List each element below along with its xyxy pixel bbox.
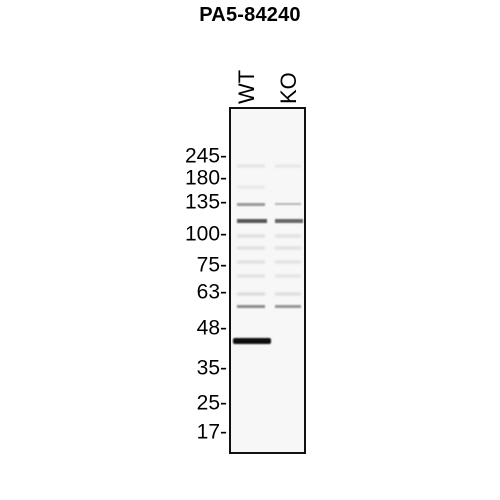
band-ko-faint-3 bbox=[275, 235, 301, 237]
marker-63: 63- bbox=[196, 280, 227, 304]
marker-25: 25- bbox=[196, 391, 227, 415]
band-ko-56 bbox=[275, 305, 301, 308]
band-wt-faint-5 bbox=[237, 261, 265, 263]
lane-label-ko: KO bbox=[276, 72, 301, 104]
marker-135: 135- bbox=[184, 190, 227, 214]
band-wt-faint-2 bbox=[237, 186, 265, 188]
band-ko-faint-2 bbox=[275, 203, 301, 205]
marker-48: 48- bbox=[196, 316, 227, 340]
lane-label-wt: WT bbox=[234, 69, 259, 104]
marker-75: 75- bbox=[196, 253, 227, 277]
band-ko-faint-4 bbox=[275, 247, 301, 249]
band-wt-faint-3 bbox=[237, 235, 265, 237]
band-wt-faint-1 bbox=[237, 165, 265, 167]
band-wt-faint-7 bbox=[237, 293, 265, 295]
marker-245: 245- bbox=[184, 144, 227, 168]
band-wt-faint-4 bbox=[237, 247, 265, 249]
band-ko-faint-5 bbox=[275, 261, 301, 263]
figure-title: PA5-84240 bbox=[199, 4, 301, 26]
band-wt-56 bbox=[237, 305, 265, 308]
band-ko-118 bbox=[275, 219, 303, 223]
band-wt-faint-6 bbox=[237, 275, 265, 277]
marker-100: 100- bbox=[184, 222, 227, 246]
band-ko-faint-6 bbox=[275, 275, 301, 277]
band-wt-135 bbox=[237, 203, 265, 206]
band-wt-44 bbox=[233, 338, 271, 344]
marker-35: 35- bbox=[196, 356, 227, 380]
marker-17: 17- bbox=[196, 420, 227, 444]
blot-image bbox=[231, 109, 304, 452]
band-wt-118 bbox=[237, 219, 267, 223]
western-blot-membrane bbox=[229, 107, 306, 454]
band-ko-faint-1 bbox=[275, 165, 301, 167]
marker-180: 180- bbox=[184, 166, 227, 190]
band-ko-faint-7 bbox=[275, 293, 301, 295]
